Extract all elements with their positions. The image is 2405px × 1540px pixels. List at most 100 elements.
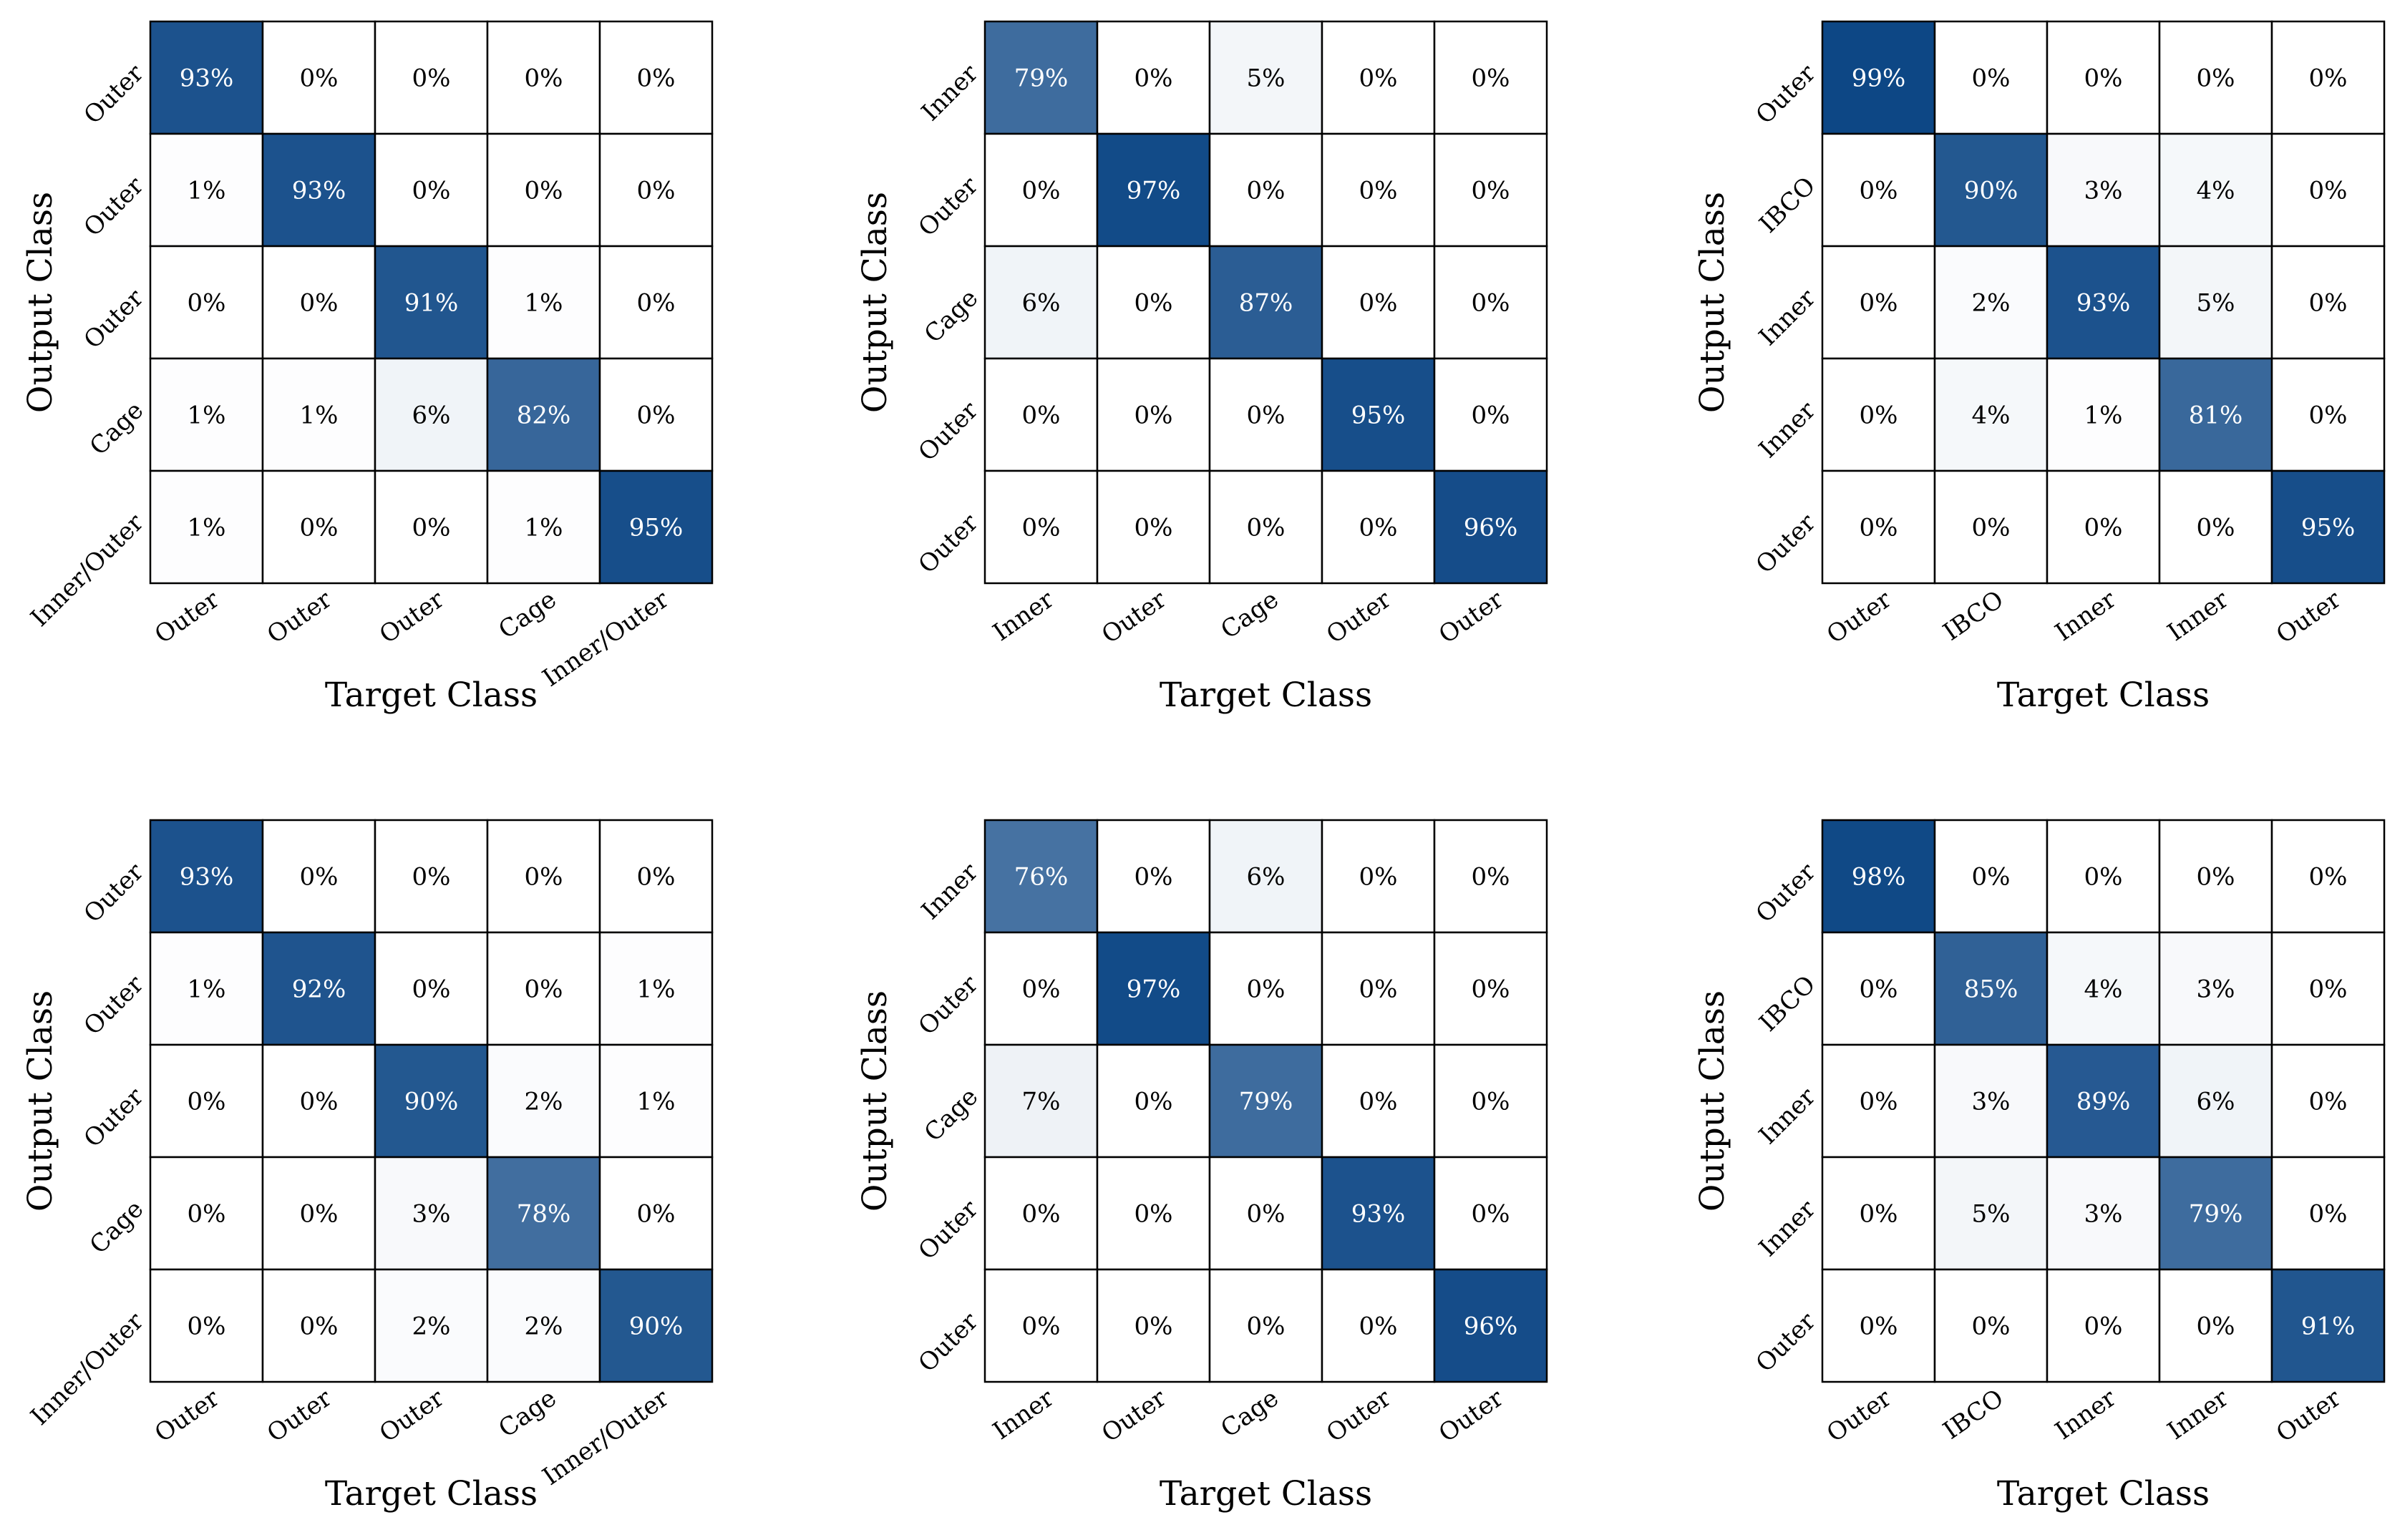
matrix-cell [486, 1268, 601, 1383]
cell-value-label: 0% [2309, 1088, 2348, 1116]
y-tick-label: Inner/Outer [25, 508, 150, 633]
cell-value-label: 90% [1964, 177, 2018, 205]
matrix-cell [1096, 1043, 1211, 1159]
cell-value-label: 0% [412, 514, 451, 542]
x-tick-label: Inner [2050, 585, 2122, 647]
cell-value-label: 0% [300, 1200, 339, 1229]
cell-value-label: 0% [1247, 1200, 1286, 1229]
matrix-cell [1433, 20, 1548, 135]
matrix-cell [1433, 357, 1548, 472]
x-tick-label: Cage [1215, 585, 1283, 645]
y-tick-label: Outer [79, 857, 150, 928]
cell-value-label: 0% [525, 863, 563, 892]
matrix-cell [2270, 469, 2386, 585]
matrix-cell [1208, 20, 1323, 135]
cell-value-label: 0% [1022, 1200, 1061, 1229]
x-tick-label: Cage [493, 1384, 561, 1443]
matrix-cell [1208, 819, 1323, 934]
cell-value-label: 0% [2197, 1312, 2235, 1341]
cell-value-label: 0% [2309, 289, 2348, 318]
x-axis-label: Target Class [325, 676, 538, 715]
matrix-cell [1821, 819, 1936, 934]
x-tick-label: Inner [988, 1383, 1059, 1446]
matrix-cell [2158, 1043, 2273, 1159]
x-axis-label: Target Class [1160, 1474, 1372, 1514]
x-tick-label: Outer [1321, 585, 1396, 649]
cell-value-label: 0% [1247, 401, 1286, 430]
matrix-cell [1096, 1268, 1211, 1383]
cell-value-label: 0% [188, 1312, 226, 1341]
matrix-cell [374, 469, 489, 585]
matrix-cell [598, 819, 714, 934]
x-tick-label: Inner/Outer [538, 585, 674, 693]
matrix-cell [1433, 1043, 1548, 1159]
cell-value-label: 0% [1359, 289, 1398, 318]
matrix-cell [2270, 357, 2386, 472]
matrix-cell [261, 245, 376, 360]
cell-value-label: 92% [292, 975, 346, 1004]
y-tick-label: Inner [1754, 1082, 1822, 1150]
confusion-matrix-panel-3: 99% 0% 0% 0% 0% 0% 90% 3% 4% 0% 0% 2% 93% 5% 0% 0% 4% 1% 8… [1693, 20, 2386, 715]
cell-value-label: 76% [1014, 863, 1069, 892]
matrix-cell [261, 819, 376, 934]
y-tick-label: Outer [913, 1194, 984, 1265]
cell-value-label: 0% [1472, 64, 1510, 93]
matrix-cell [149, 357, 264, 472]
cell-value-label: 1% [300, 401, 339, 430]
cell-value-label: 0% [1022, 177, 1061, 205]
y-tick-label: Outer [1751, 1307, 1822, 1378]
confusion-matrix-panel-4: 93% 0% 0% 0% 0% 1% 92% 0% 0% 1% 0% 0% 90% 2% 1% 0% 0% 3% 7… [21, 819, 714, 1514]
y-tick-label: Inner [916, 59, 984, 127]
cell-value-label: 97% [1127, 177, 1181, 205]
matrix-cell [2158, 245, 2273, 360]
cell-value-label: 3% [1972, 1088, 2011, 1116]
cell-value-label: 0% [637, 64, 676, 93]
matrix-cell [2046, 469, 2161, 585]
cell-value-label: 0% [188, 1200, 226, 1229]
cell-value-label: 0% [1472, 1200, 1510, 1229]
x-tick-label: Outer [1822, 585, 1897, 649]
matrix-cell [598, 1156, 714, 1271]
matrix-cell [1433, 819, 1548, 934]
matrix-cell [1321, 469, 1436, 585]
cell-value-label: 93% [180, 863, 234, 892]
matrix-cell [2158, 357, 2273, 472]
matrix-cell [1821, 357, 1936, 472]
matrix-cell [1096, 357, 1211, 472]
cell-value-label: 0% [1860, 1200, 1898, 1229]
cell-value-label: 3% [2084, 177, 2123, 205]
cell-value-label: 0% [2084, 1312, 2123, 1341]
matrix-cell [1321, 245, 1436, 360]
y-tick-label: Outer [1751, 857, 1822, 928]
matrix-cell [598, 469, 714, 585]
x-tick-label: Outer [150, 1383, 225, 1448]
matrix-cell [1433, 469, 1548, 585]
y-tick-label: Outer [913, 396, 984, 467]
cell-value-label: 97% [1127, 975, 1181, 1004]
cell-value-label: 1% [525, 514, 563, 542]
x-tick-label: Inner [2050, 1383, 2122, 1446]
cell-value-label: 0% [2084, 514, 2123, 542]
matrix-cell [1933, 469, 2049, 585]
cell-value-label: 0% [300, 64, 339, 93]
cell-value-label: 2% [525, 1088, 563, 1116]
matrix-cell [1933, 1268, 2049, 1383]
y-axis-label: Output Class [855, 192, 895, 413]
cell-value-label: 0% [1472, 401, 1510, 430]
cell-value-label: 93% [2076, 289, 2131, 318]
cell-value-label: 6% [1022, 289, 1061, 318]
matrix-cell [1933, 819, 2049, 934]
y-tick-label: Inner/Outer [25, 1307, 150, 1431]
confusion-matrix-panel-5: 76% 0% 6% 0% 0% 0% 97% 0% 0% 0% 7% 0% 79% 0% 0% 0% 0% 0% 9… [855, 819, 1548, 1514]
cell-value-label: 82% [517, 401, 571, 430]
matrix-cell [1433, 1268, 1548, 1383]
y-tick-label: Cage [84, 1195, 150, 1260]
matrix-cell [2158, 1268, 2273, 1383]
matrix-cell [598, 357, 714, 472]
matrix-cell [598, 1043, 714, 1159]
x-tick-label: Outer [262, 585, 337, 649]
cell-value-label: 91% [2301, 1312, 2356, 1341]
matrix-cell [1933, 1156, 2049, 1271]
matrix-cell [374, 1268, 489, 1383]
cell-value-label: 0% [412, 64, 451, 93]
